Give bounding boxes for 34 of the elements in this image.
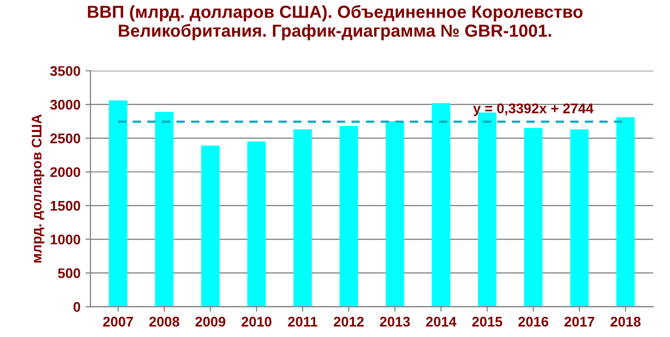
y-tick-label: 0 xyxy=(74,302,80,312)
bar xyxy=(432,103,450,307)
bar xyxy=(247,142,266,307)
x-tick-label: 2013 xyxy=(380,316,410,327)
x-tick-label: 2015 xyxy=(472,316,502,327)
y-axis-title: млрд. долларов США xyxy=(32,114,44,262)
bar xyxy=(293,129,312,307)
x-tick-label: 2011 xyxy=(288,316,318,327)
bar xyxy=(201,146,220,307)
bar xyxy=(108,100,128,307)
annotation: y = 0,3392x + 2744 xyxy=(473,104,594,116)
bar xyxy=(570,129,589,307)
x-tick-label: 2014 xyxy=(426,316,456,327)
y-tick-label: 1000 xyxy=(50,234,80,244)
x-tick-label: 2009 xyxy=(195,316,226,327)
bar xyxy=(524,128,543,307)
x-tick-label: 2016 xyxy=(518,316,548,327)
y-tick-label: 2000 xyxy=(50,167,80,178)
x-tick-label: 2010 xyxy=(242,316,272,327)
chart-title: ВВП (млрд. долларов США). Объединенное Королевство Великобритания. График-диаграмма № GBR-1001. xyxy=(88,5,583,40)
y-tick-label: 2500 xyxy=(50,134,80,144)
bar xyxy=(616,117,635,307)
x-tick-label: 2012 xyxy=(334,316,364,327)
x-tick-label: 2008 xyxy=(149,316,180,327)
bar xyxy=(386,121,404,307)
x-tick-label: 2018 xyxy=(610,316,641,327)
bar xyxy=(155,112,174,307)
bar xyxy=(340,126,358,307)
y-tick-label: 1500 xyxy=(50,200,80,211)
y-tick-label: 500 xyxy=(58,268,80,278)
y-tick-label: 3000 xyxy=(50,100,80,110)
y-tick-label: 3500 xyxy=(50,66,80,76)
x-tick-label: 2017 xyxy=(564,316,594,327)
x-tick-label: 2007 xyxy=(103,316,133,327)
